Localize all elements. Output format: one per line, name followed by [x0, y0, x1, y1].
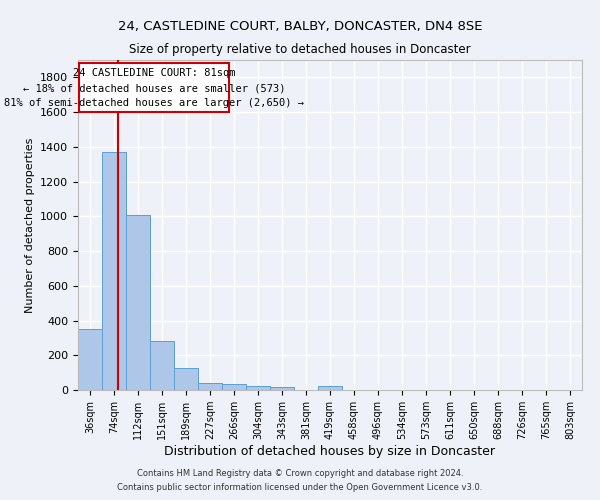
Bar [150, 340, 174, 390]
Text: 24 CASTLEDINE COURT: 81sqm: 24 CASTLEDINE COURT: 81sqm [73, 68, 235, 78]
Y-axis label: Number of detached properties: Number of detached properties [25, 138, 35, 312]
Bar [126, 214, 150, 390]
Bar [102, 152, 126, 390]
Text: Size of property relative to detached houses in Doncaster: Size of property relative to detached ho… [129, 42, 471, 56]
Bar [174, 368, 198, 390]
X-axis label: Distribution of detached houses by size in Doncaster: Distribution of detached houses by size … [164, 445, 496, 458]
Text: Contains public sector information licensed under the Open Government Licence v3: Contains public sector information licen… [118, 484, 482, 492]
Bar [246, 386, 270, 390]
FancyBboxPatch shape [79, 64, 229, 112]
Bar [78, 329, 102, 390]
Bar [318, 386, 342, 390]
Text: 24, CASTLEDINE COURT, BALBY, DONCASTER, DN4 8SE: 24, CASTLEDINE COURT, BALBY, DONCASTER, … [118, 20, 482, 33]
Bar [270, 387, 294, 390]
Bar [198, 384, 222, 390]
Text: Contains HM Land Registry data © Crown copyright and database right 2024.: Contains HM Land Registry data © Crown c… [137, 468, 463, 477]
Bar [222, 384, 246, 390]
Text: ← 18% of detached houses are smaller (573): ← 18% of detached houses are smaller (57… [23, 83, 286, 93]
Text: 81% of semi-detached houses are larger (2,650) →: 81% of semi-detached houses are larger (… [4, 98, 304, 108]
